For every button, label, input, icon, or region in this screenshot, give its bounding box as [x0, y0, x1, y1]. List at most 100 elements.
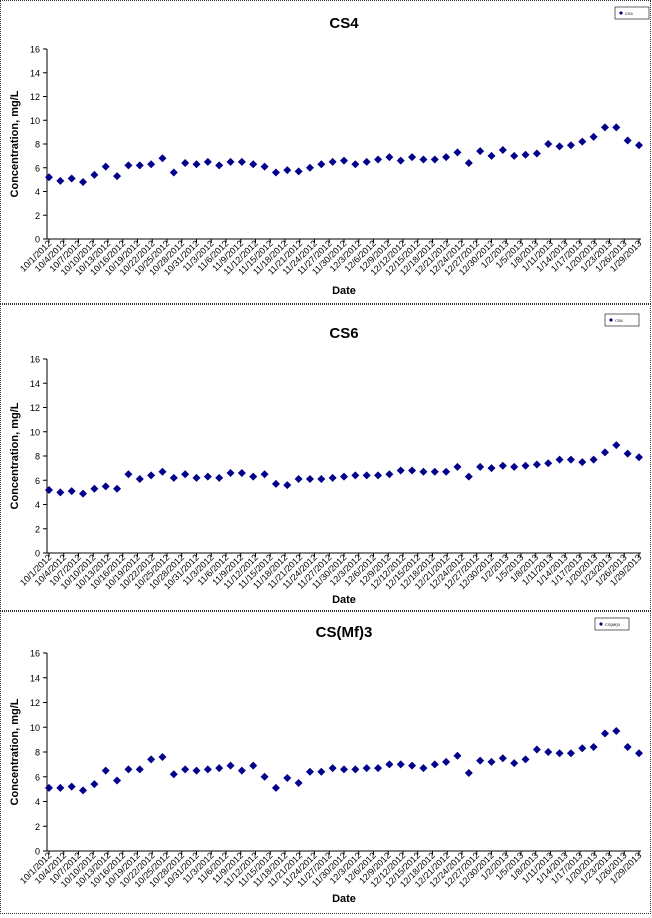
y-tick-label: 6 — [35, 476, 40, 486]
data-point — [203, 765, 212, 774]
data-point — [45, 173, 53, 182]
data-point — [283, 481, 292, 490]
data-point — [419, 155, 428, 164]
data-point — [453, 462, 462, 471]
y-tick-label: 6 — [35, 772, 40, 782]
data-point — [623, 449, 632, 458]
y-tick-label: 10 — [30, 427, 40, 437]
data-point — [487, 757, 496, 766]
data-point — [101, 162, 110, 171]
data-point — [487, 464, 496, 473]
data-point — [294, 778, 303, 787]
data-point — [430, 467, 439, 476]
data-point — [305, 767, 314, 776]
data-point — [237, 766, 246, 775]
legend-label: CS(Mf)3 — [605, 622, 621, 627]
data-point — [374, 155, 383, 164]
y-tick-label: 12 — [30, 403, 40, 413]
data-point — [374, 471, 383, 480]
data-point — [147, 755, 156, 764]
data-point — [283, 166, 292, 175]
data-point — [544, 748, 553, 756]
data-point — [578, 137, 587, 146]
data-point — [589, 455, 598, 464]
data-point — [442, 757, 451, 766]
data-point — [510, 151, 519, 160]
data-point — [90, 170, 99, 179]
data-point — [181, 765, 190, 774]
data-point — [226, 157, 235, 166]
y-tick-label: 16 — [30, 45, 40, 55]
data-point — [555, 455, 564, 464]
data-point — [305, 475, 314, 484]
data-point — [328, 764, 337, 773]
data-point — [396, 760, 405, 769]
data-point — [79, 786, 88, 795]
data-point — [532, 745, 541, 754]
y-tick-label: 2 — [35, 524, 40, 534]
data-point — [351, 471, 360, 480]
data-point — [385, 760, 394, 769]
data-point — [328, 473, 337, 482]
data-point — [192, 473, 201, 482]
data-point — [430, 760, 439, 769]
legend-box — [604, 313, 640, 327]
data-point — [113, 776, 122, 785]
data-point — [294, 475, 303, 484]
data-point — [396, 156, 405, 165]
data-point — [476, 147, 485, 156]
data-point — [419, 764, 428, 773]
data-point — [294, 167, 303, 176]
data-point — [271, 783, 280, 792]
data-point — [566, 141, 575, 150]
data-point — [635, 453, 643, 462]
chart-panel-csmf3: CS(Mf)3 Concentration, mg/L Date 0 2 4 6 8 10 12 1… — [0, 611, 651, 914]
data-point — [453, 148, 462, 157]
data-point — [113, 172, 122, 181]
data-point — [430, 155, 439, 164]
data-point — [578, 458, 587, 467]
data-point — [635, 749, 643, 758]
y-tick-label: 8 — [35, 748, 40, 758]
data-point — [340, 472, 348, 481]
y-axis-label: Concentration, mg/L — [9, 90, 21, 197]
data-point — [101, 766, 110, 775]
data-point — [67, 782, 76, 791]
data-point — [124, 161, 133, 170]
y-tick-label: 0 — [35, 549, 40, 559]
y-tick-label: 16 — [30, 649, 40, 659]
data-point — [566, 455, 575, 464]
data-point — [589, 132, 598, 141]
y-tick-label: 14 — [30, 673, 40, 683]
data-point — [442, 467, 451, 476]
data-point — [271, 479, 280, 488]
data-point — [442, 153, 451, 162]
data-point — [56, 783, 65, 792]
chart-title: CS(Mf)3 — [316, 624, 373, 641]
data-point — [101, 482, 110, 491]
data-point — [510, 759, 519, 768]
data-point — [419, 467, 428, 476]
data-point — [56, 488, 65, 497]
legend-marker — [619, 11, 623, 15]
data-point — [169, 770, 178, 779]
y-axis-label: Concentration, mg/L — [9, 698, 21, 805]
data-point — [385, 153, 394, 162]
data-point — [351, 765, 360, 774]
data-point — [612, 441, 621, 450]
y-tick-label: 8 — [35, 140, 40, 150]
data-point — [192, 160, 201, 169]
y-tick-label: 10 — [30, 723, 40, 733]
data-point — [67, 174, 76, 183]
data-point — [158, 154, 167, 163]
data-point — [135, 475, 144, 484]
y-tick-label: 14 — [30, 379, 40, 389]
data-point — [521, 150, 530, 159]
data-point — [408, 153, 417, 162]
y-tick-label: 4 — [35, 500, 40, 510]
chart-svg: CS(Mf)3 Concentration, mg/L Date 0 2 4 6 8 10 12 1… — [9, 617, 643, 905]
data-point — [215, 473, 224, 482]
